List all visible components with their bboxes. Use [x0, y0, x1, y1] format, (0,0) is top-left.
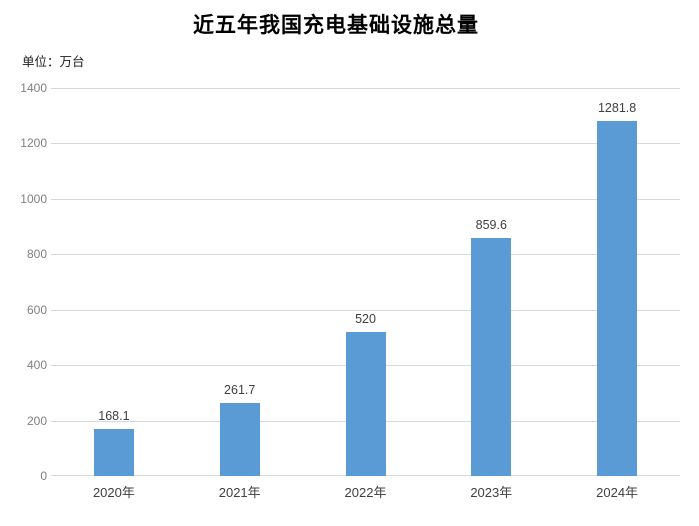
- bar-value-label: 520: [355, 311, 376, 326]
- gridline: [51, 88, 680, 89]
- bar-value-label: 1281.8: [597, 100, 637, 115]
- plot-area: 168.1 261.7 520 859.6 1281.8: [51, 88, 680, 476]
- bar-2023年: [471, 237, 512, 476]
- y-tick-label: 1000: [20, 191, 47, 206]
- x-tick-label: 2023年: [470, 485, 513, 500]
- x-axis-labels: 2020年 2021年 2022年 2023年 2024年: [51, 482, 680, 500]
- x-tick-label: 2020年: [92, 485, 135, 500]
- x-tick-label: 2022年: [344, 485, 387, 500]
- chart-title: 近五年我国充电基础设施总量: [193, 13, 479, 37]
- bar-2024年: [597, 120, 638, 476]
- y-axis-labels: 0 200 400 600 800 1000 1200 1400: [0, 81, 47, 483]
- unit-label: 单位：万台: [22, 55, 85, 69]
- y-tick-label: 200: [26, 413, 47, 428]
- y-tick-label: 600: [26, 302, 47, 317]
- y-tick-label: 0: [40, 469, 47, 483]
- x-tick-label: 2024年: [596, 485, 639, 500]
- gridline: [51, 143, 680, 145]
- y-tick-label: 400: [26, 358, 47, 373]
- bar-2021年: [219, 403, 260, 476]
- x-tick-label: 2021年: [218, 485, 261, 500]
- y-tick-label: 800: [26, 247, 47, 262]
- gridline: [51, 198, 680, 200]
- bar-2020年: [93, 429, 134, 476]
- bar-value-label: 859.6: [475, 217, 507, 232]
- y-tick-label: 1400: [20, 81, 47, 95]
- y-tick-label: 1200: [20, 136, 47, 151]
- bar-value-label: 168.1: [98, 409, 130, 424]
- bar-value-label: 261.7: [224, 383, 256, 398]
- gridline: [51, 254, 680, 256]
- bar-2022年: [345, 331, 386, 476]
- gridline: [51, 309, 680, 311]
